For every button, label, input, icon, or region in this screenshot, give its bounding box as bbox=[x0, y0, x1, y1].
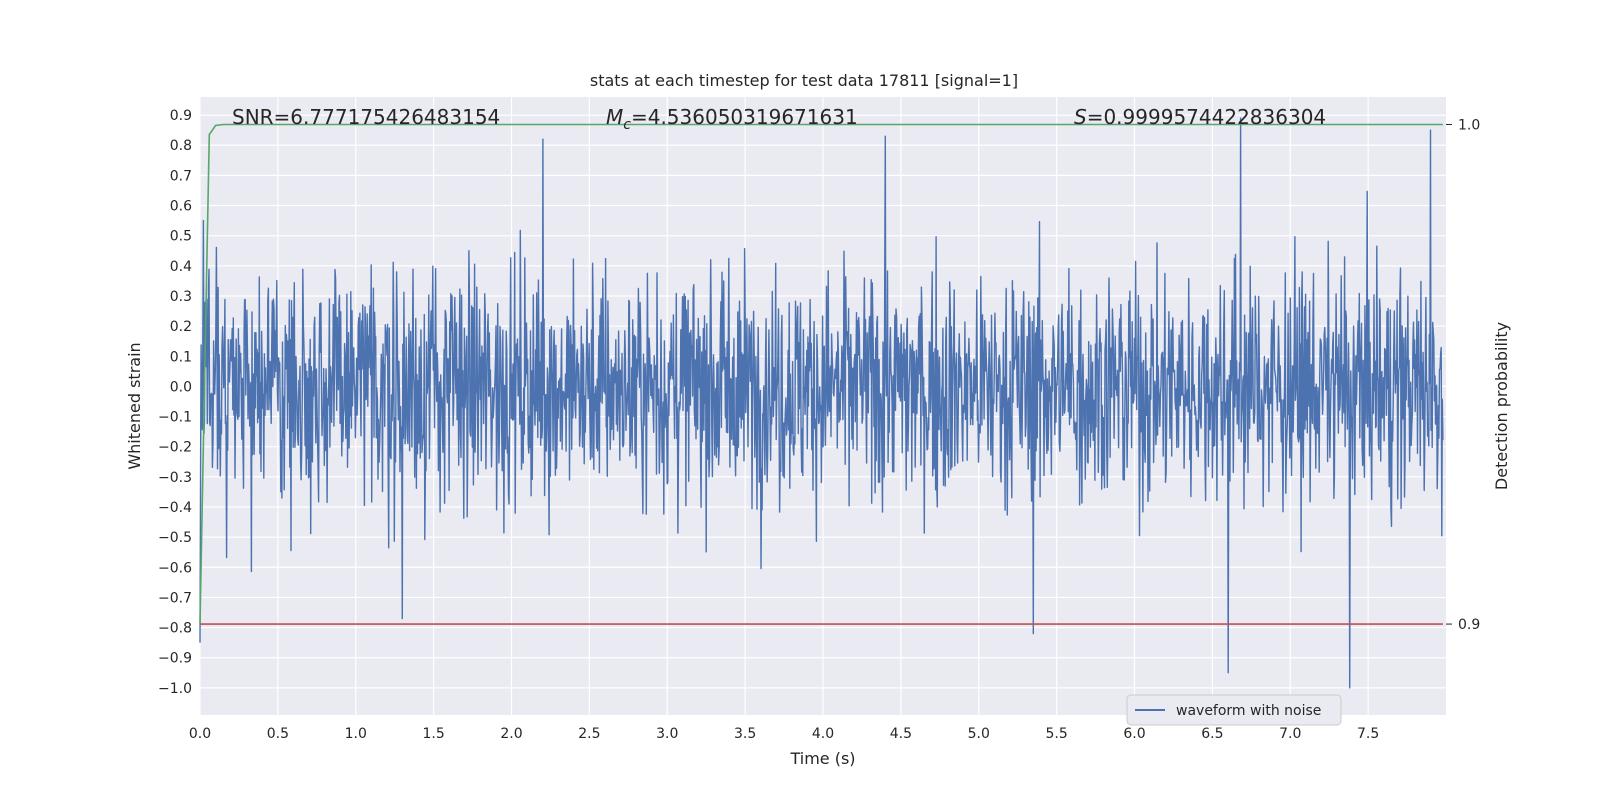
y-tick-label: 0.4 bbox=[170, 259, 192, 275]
x-tick-label: 2.0 bbox=[500, 726, 522, 742]
y-axis-ticks: 0.9 0.8 0.7 0.6 0.5 0.4 0.3 0.2 0.1 0.0 −0.1 −0.2 −0… bbox=[158, 108, 192, 697]
right-tick-label: 1.0 bbox=[1458, 117, 1480, 133]
y-tick-label: 0.3 bbox=[170, 289, 192, 305]
x-tick-label: 5.0 bbox=[968, 726, 990, 742]
snr-annotation: SNR=6.777175426483154 bbox=[232, 105, 500, 129]
detection-stat-annotation: S=0.9999574422836304 bbox=[1074, 105, 1326, 129]
y-tick-label: 0.2 bbox=[170, 319, 192, 335]
y-tick-label: −0.3 bbox=[158, 470, 192, 486]
right-axis-ticks: 1.0 0.9 bbox=[1446, 117, 1480, 633]
x-tick-label: 6.0 bbox=[1123, 726, 1145, 742]
chart-title: stats at each timestep for test data 178… bbox=[590, 71, 1018, 90]
x-axis-label: Time (s) bbox=[789, 749, 855, 768]
y-tick-label: −0.4 bbox=[158, 500, 192, 516]
y-tick-label: 0.0 bbox=[170, 379, 192, 395]
right-axis-label: Detection probability bbox=[1492, 322, 1511, 490]
y-tick-label: −0.7 bbox=[158, 590, 192, 606]
x-tick-label: 3.0 bbox=[656, 726, 678, 742]
y-tick-label: −0.5 bbox=[158, 530, 192, 546]
y-tick-label: −1.0 bbox=[158, 681, 192, 697]
y-tick-label: −0.6 bbox=[158, 560, 192, 576]
y-tick-label: −0.9 bbox=[158, 651, 192, 667]
x-axis-ticks: 0.0 0.5 1.0 1.5 2.0 2.5 3.0 3.5 4.0 4.5 5.0 5.5 6.0 6… bbox=[189, 726, 1379, 742]
x-tick-label: 7.5 bbox=[1357, 726, 1379, 742]
y-tick-label: 0.7 bbox=[170, 168, 192, 184]
y-axis-label: Whitened strain bbox=[125, 342, 144, 469]
x-tick-label: 2.5 bbox=[578, 726, 600, 742]
x-tick-label: 6.5 bbox=[1201, 726, 1223, 742]
y-tick-label: 0.5 bbox=[170, 229, 192, 245]
x-tick-label: 4.5 bbox=[890, 726, 912, 742]
legend: waveform with noise bbox=[1127, 695, 1341, 725]
legend-label: waveform with noise bbox=[1176, 703, 1321, 719]
x-tick-label: 1.5 bbox=[422, 726, 444, 742]
x-tick-label: 4.0 bbox=[812, 726, 834, 742]
y-tick-label: 0.9 bbox=[170, 108, 192, 124]
x-tick-label: 3.5 bbox=[734, 726, 756, 742]
y-tick-label: 0.6 bbox=[170, 199, 192, 215]
x-tick-label: 0.5 bbox=[267, 726, 289, 742]
chirp-mass-annotation: Mc=4.536050319671631 bbox=[606, 105, 858, 133]
right-tick-label: 0.9 bbox=[1458, 617, 1480, 633]
y-tick-label: 0.1 bbox=[170, 349, 192, 365]
x-tick-label: 7.0 bbox=[1279, 726, 1301, 742]
y-tick-label: −0.8 bbox=[158, 621, 192, 637]
y-tick-label: −0.2 bbox=[158, 440, 192, 456]
x-tick-label: 1.0 bbox=[345, 726, 367, 742]
x-tick-label: 5.5 bbox=[1045, 726, 1067, 742]
y-tick-label: −0.1 bbox=[158, 410, 192, 426]
y-tick-label: 0.8 bbox=[170, 138, 192, 154]
x-tick-label: 0.0 bbox=[189, 726, 211, 742]
